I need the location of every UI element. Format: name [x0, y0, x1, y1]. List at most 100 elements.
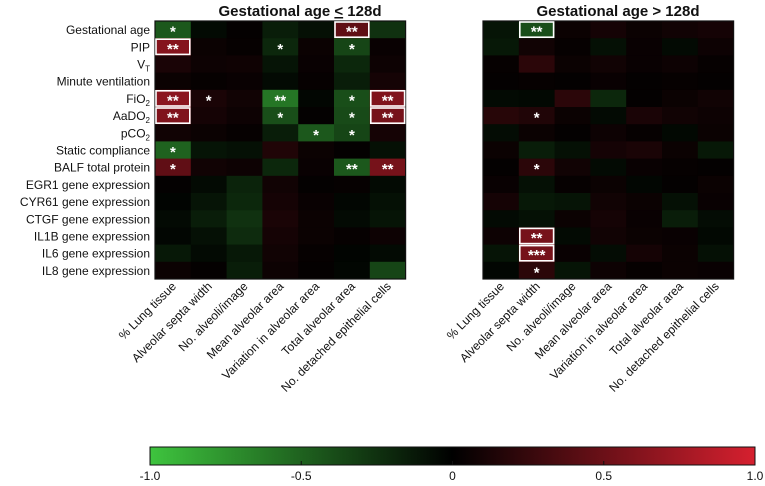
heatmap-cell [626, 38, 663, 56]
heatmap-cell [483, 210, 520, 228]
heatmap-cell [662, 244, 699, 263]
heatmap-cell [334, 158, 371, 177]
heatmap-cell [190, 158, 227, 177]
heatmap-cell [554, 141, 591, 159]
heatmap-cell [298, 141, 335, 159]
heatmap-cell [190, 55, 227, 73]
heatmap-cell [190, 244, 227, 263]
heatmap-cell [298, 261, 335, 280]
heatmap-cell [334, 124, 371, 142]
heatmap-cell [697, 107, 734, 125]
heatmap-cell [518, 193, 555, 211]
heatmap-cell [298, 227, 335, 245]
panel-title-le-128d: Gestational age < 128d [219, 3, 382, 20]
significance-star: * [534, 264, 540, 281]
heatmap-cell [697, 124, 734, 142]
significance-star: ** [382, 110, 394, 127]
heatmap-cell [298, 55, 335, 73]
significance-star: ** [382, 161, 394, 178]
heatmap-cell [697, 38, 734, 56]
row-label: VT [137, 58, 150, 74]
heatmap-cell [662, 38, 699, 56]
heatmap-cell [483, 38, 520, 56]
row-label: pCO2 [121, 126, 151, 142]
heatmap-frame [482, 20, 735, 280]
significance-star: ** [382, 92, 394, 109]
significance-box [155, 107, 191, 124]
heatmap-cell [226, 227, 263, 245]
heatmap-frame [154, 20, 407, 280]
heatmap-cell [626, 193, 663, 211]
heatmap-cell [190, 72, 227, 91]
heatmap-cell [590, 55, 627, 73]
heatmap-cell [226, 107, 263, 125]
heatmap-cell [483, 175, 520, 194]
heatmap-cell [262, 261, 299, 280]
heatmap-cell [662, 261, 699, 280]
heatmap-cell [697, 244, 734, 263]
significance-star: * [349, 110, 355, 127]
heatmap-cell [518, 107, 555, 125]
row-label: Gestational age [66, 23, 150, 37]
heatmap-cell [298, 107, 335, 125]
significance-star: * [534, 110, 540, 127]
heatmap-cell [662, 175, 699, 194]
heatmap-cell [483, 227, 520, 245]
significance-star: ** [274, 92, 286, 109]
heatmap-cell [518, 124, 555, 142]
heatmap-cell [369, 107, 406, 125]
heatmap-cell [190, 261, 227, 280]
heatmap-cell [518, 55, 555, 73]
heatmap-cell [190, 107, 227, 125]
heatmap-cell [155, 55, 192, 73]
heatmap-cell [554, 158, 591, 177]
heatmap-cell [697, 89, 734, 108]
heatmap-panel-ga-gt-128d: Gestational age > 128d ********** % Lung… [444, 3, 735, 395]
heatmap-cell [369, 141, 406, 159]
heatmap-cell [626, 72, 663, 91]
heatmap-cell [483, 193, 520, 211]
heatmap-cell [369, 210, 406, 228]
heatmap-cell [369, 261, 406, 280]
significance-star: * [170, 144, 176, 161]
significance-box [334, 21, 370, 38]
heatmap-cell [190, 89, 227, 108]
significance-star: * [349, 92, 355, 109]
heatmap-cell [662, 107, 699, 125]
significance-star: *** [528, 247, 546, 264]
heatmap-cell [697, 175, 734, 194]
significance-star: ** [346, 161, 358, 178]
heatmap-cell [662, 124, 699, 142]
row-label: FiO2 [126, 92, 150, 108]
heatmap-cell [483, 141, 520, 159]
row-label: Static compliance [56, 144, 150, 158]
heatmap-cell [483, 89, 520, 108]
significance-star: ** [531, 24, 543, 41]
heatmap-cells [154, 20, 407, 280]
heatmap-cell [626, 210, 663, 228]
heatmap-cell [483, 124, 520, 142]
heatmap-cell [334, 38, 371, 56]
heatmap-cell [697, 227, 734, 245]
heatmap-cell [226, 261, 263, 280]
heatmap-cell [554, 261, 591, 280]
significance-star: ** [167, 41, 179, 58]
heatmap-cell [369, 89, 406, 108]
heatmap-cell [226, 193, 263, 211]
heatmap-cell [334, 261, 371, 280]
row-label: CYR61 gene expression [20, 195, 150, 209]
heatmap-cell [190, 21, 227, 39]
significance-star: ** [531, 230, 543, 247]
heatmap-cell [298, 124, 335, 142]
colorbar: -1.0 -0.5 0 0.5 1.0 [140, 446, 764, 483]
heatmap-cell [590, 21, 627, 39]
heatmap-cell [590, 107, 627, 125]
heatmap-cell [334, 141, 371, 159]
colorbar-tick-label: 0 [449, 469, 456, 483]
heatmap-cell [226, 141, 263, 159]
heatmap-cell [155, 244, 192, 263]
heatmap-cell [334, 244, 371, 263]
